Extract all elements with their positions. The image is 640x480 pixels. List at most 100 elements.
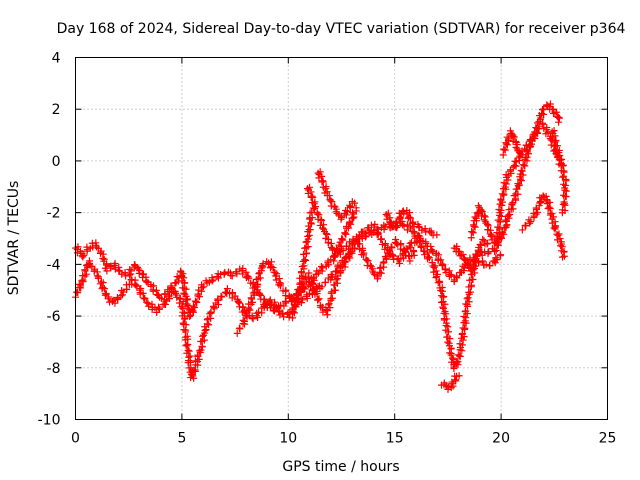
data-point xyxy=(450,277,458,285)
data-point xyxy=(546,198,554,206)
data-point xyxy=(532,205,540,213)
x-tick-label: 0 xyxy=(71,431,80,447)
data-point xyxy=(104,295,112,303)
y-tick-label: 2 xyxy=(52,102,61,118)
data-point xyxy=(505,135,513,143)
data-point xyxy=(467,234,475,242)
data-point xyxy=(93,243,101,251)
data-point xyxy=(510,133,518,141)
data-point xyxy=(354,240,362,248)
data-point xyxy=(551,225,559,233)
data-point xyxy=(458,330,466,338)
data-point xyxy=(469,276,477,284)
data-point xyxy=(433,272,441,280)
data-point xyxy=(255,308,263,316)
data-point xyxy=(256,274,264,282)
data-point xyxy=(341,229,349,237)
data-point xyxy=(239,303,247,311)
data-point xyxy=(189,302,197,310)
data-point xyxy=(447,351,455,359)
data-point xyxy=(317,215,325,223)
data-point xyxy=(454,351,462,359)
data-point xyxy=(369,269,377,277)
data-point xyxy=(470,221,478,229)
data-point xyxy=(527,218,535,226)
data-point xyxy=(240,318,248,326)
data-point xyxy=(275,308,283,316)
data-point xyxy=(267,300,275,308)
data-point xyxy=(238,267,246,275)
data-point xyxy=(194,352,202,360)
data-point xyxy=(331,251,339,259)
data-point xyxy=(376,264,384,272)
data-point xyxy=(81,267,89,275)
data-point xyxy=(152,286,160,294)
data-point xyxy=(471,257,479,265)
data-point xyxy=(279,309,287,317)
data-point xyxy=(453,273,461,281)
data-point xyxy=(503,133,511,141)
data-point xyxy=(523,148,531,156)
data-point xyxy=(459,336,467,344)
data-point xyxy=(136,290,144,298)
data-point xyxy=(292,290,300,298)
data-point xyxy=(479,208,487,216)
data-point xyxy=(437,256,445,264)
data-point xyxy=(518,167,526,175)
y-tick-label: -2 xyxy=(47,206,61,222)
data-point xyxy=(155,305,163,313)
data-point xyxy=(392,223,400,231)
data-point xyxy=(318,217,326,225)
data-point xyxy=(392,235,400,243)
data-point xyxy=(344,224,352,232)
data-point xyxy=(515,148,523,156)
y-tick-label: 0 xyxy=(52,154,61,170)
data-point xyxy=(526,219,534,227)
x-tick-label: 25 xyxy=(599,431,617,447)
data-point xyxy=(332,276,340,284)
data-point xyxy=(183,342,191,350)
data-point xyxy=(559,200,567,208)
data-point xyxy=(406,257,414,265)
data-point xyxy=(260,296,268,304)
data-point xyxy=(193,298,201,306)
data-point xyxy=(302,256,310,264)
data-point xyxy=(205,321,213,329)
data-point xyxy=(272,303,280,311)
data-point xyxy=(456,252,464,260)
data-point xyxy=(247,295,255,303)
data-point xyxy=(299,296,307,304)
data-point xyxy=(127,267,135,275)
data-point xyxy=(377,269,385,277)
data-point xyxy=(202,277,210,285)
data-point xyxy=(434,279,442,287)
data-point xyxy=(463,295,471,303)
data-point xyxy=(493,238,501,246)
data-point xyxy=(457,251,465,259)
data-point xyxy=(522,154,530,162)
data-point xyxy=(351,244,359,252)
data-point xyxy=(433,231,441,239)
plot-frame xyxy=(75,57,608,420)
data-point xyxy=(300,262,308,270)
data-point xyxy=(517,177,525,185)
data-point xyxy=(345,219,353,227)
data-point xyxy=(118,270,126,278)
data-point xyxy=(415,238,423,246)
data-point xyxy=(118,286,126,294)
data-point xyxy=(82,270,90,278)
data-point xyxy=(501,183,509,191)
data-point xyxy=(308,279,316,287)
data-point xyxy=(299,272,307,280)
data-point xyxy=(260,302,268,310)
data-point xyxy=(516,150,524,158)
data-point xyxy=(483,240,491,248)
data-point xyxy=(242,311,250,319)
data-point xyxy=(291,302,299,310)
data-point xyxy=(448,354,456,362)
data-point xyxy=(315,295,323,303)
data-point xyxy=(388,243,396,251)
data-point xyxy=(528,140,536,148)
data-point xyxy=(493,256,501,264)
data-point xyxy=(286,293,294,301)
